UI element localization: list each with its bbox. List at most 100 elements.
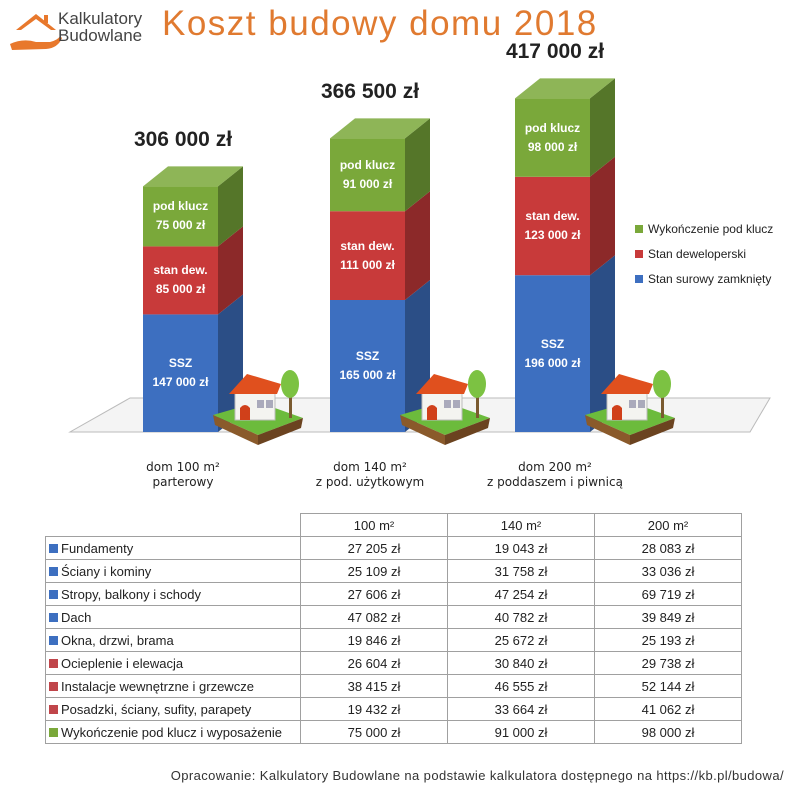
table-cell: 40 782 zł [447, 605, 595, 629]
footer-source: Opracowanie: Kalkulatory Budowlane na po… [170, 768, 784, 783]
row-label-cell: Wykończenie pod klucz i wyposażenie [45, 720, 301, 744]
row-label-cell: Dach [45, 605, 301, 629]
table-row: Fundamenty 27 205 zł 19 043 zł 28 083 zł [45, 536, 742, 560]
table-row: Ocieplenie i elewacja 26 604 zł 30 840 zł 2… [45, 651, 742, 675]
row-label-cell: Ocieplenie i elewacja [45, 651, 301, 675]
legend-item-developer: Stan deweloperski [635, 241, 773, 266]
segment-name: pod klucz [152, 199, 209, 214]
table-cell: 38 415 zł [300, 674, 448, 698]
table-row: Instalacje wewnętrzne i grzewcze 38 415 z… [45, 674, 742, 698]
category-line2: parterowy [152, 475, 214, 489]
table-cell: 98 000 zł [594, 720, 742, 744]
segment-label: stan dew. 123 000 zł [515, 207, 590, 245]
bar-side [218, 226, 243, 315]
bar-top [515, 78, 615, 99]
segment-value: 111 000 zł [340, 257, 395, 272]
category-label: dom 100 m² parterowy [83, 460, 283, 490]
bar-top [143, 166, 243, 187]
table-cell: 69 719 zł [594, 582, 742, 606]
bar-front [143, 246, 218, 315]
segment-label: SSZ 196 000 zł [515, 335, 590, 373]
logo-line1: Kalkulatory [58, 9, 143, 28]
bar-front [330, 300, 405, 432]
segment-value: 196 000 zł [524, 355, 581, 370]
row-label: Instalacje wewnętrzne i grzewcze [61, 678, 254, 694]
segment-name: stan dew. [525, 209, 580, 223]
category-line2: z pod. użytkowym [315, 475, 425, 489]
segment-value: 91 000 zł [342, 176, 393, 191]
table-cell: 91 000 zł [447, 720, 595, 744]
bar-front [515, 98, 590, 177]
segment-value: 98 000 zł [527, 139, 578, 154]
logo-house-hand-icon [10, 14, 62, 50]
table-cell: 52 144 zł [594, 674, 742, 698]
table-cell: 27 205 zł [300, 536, 448, 560]
bar-front [143, 186, 218, 247]
table-row: Dach 47 082 zł 40 782 zł 39 849 zł [45, 605, 742, 629]
table-cell: 39 849 zł [594, 605, 742, 629]
table-cell: 46 555 zł [447, 674, 595, 698]
segment-label: SSZ 147 000 zł [143, 354, 218, 392]
row-label-cell: Fundamenty [45, 536, 301, 560]
segment-label: pod klucz 98 000 zł [515, 119, 590, 157]
house-icon [400, 370, 490, 445]
row-label: Stropy, balkony i schody [61, 586, 201, 602]
category-color-square [49, 704, 58, 714]
segment-value: 75 000 zł [155, 218, 206, 233]
bar-side [218, 166, 243, 247]
bar-side [590, 78, 615, 177]
category-color-square [49, 566, 58, 576]
table-cell: 31 758 zł [447, 559, 595, 583]
column-header: 140 m² [447, 513, 595, 537]
table-cell: 25 193 zł [594, 628, 742, 652]
legend-swatch [635, 274, 643, 283]
table-cell: 33 664 zł [447, 697, 595, 721]
table-row: Okna, drzwi, brama 19 846 zł 25 672 zł 25 1… [45, 628, 742, 652]
segment-name: pod klucz [524, 120, 581, 135]
row-label: Ocieplenie i elewacja [61, 655, 184, 671]
segment-name: SSZ [168, 356, 193, 371]
table-cell: 19 846 zł [300, 628, 448, 652]
segment-value: 123 000 zł [524, 228, 581, 242]
segment-label: pod klucz 75 000 zł [143, 197, 218, 235]
segment-name: stan dew. [153, 263, 208, 278]
bar-segment [330, 118, 430, 212]
segment-name: SSZ [540, 336, 565, 351]
row-label-cell: Instalacje wewnętrzne i grzewcze [45, 674, 301, 698]
row-label: Fundamenty [61, 540, 134, 556]
logo-line2: Budowlane [58, 26, 143, 45]
logo-text: Kalkulatory Budowlane [58, 10, 142, 44]
bar-segment [330, 280, 430, 432]
bar-front [330, 211, 405, 300]
row-label: Wykończenie pod klucz i wyposażenie [61, 724, 282, 740]
table-header-row: 100 m² 140 m² 200 m² [46, 513, 742, 537]
row-label: Dach [61, 609, 92, 625]
category-line1: dom 140 m² [333, 460, 407, 474]
table-cell: 75 000 zł [300, 720, 448, 744]
bar-side [405, 191, 430, 300]
table-cell: 26 604 zł [300, 651, 448, 675]
segment-label: pod klucz 91 000 zł [330, 156, 405, 194]
row-label-cell: Posadzki, ściany, sufity, parapety [45, 697, 301, 721]
house-icon [585, 370, 675, 445]
bar-segment [330, 191, 430, 300]
bar-front [330, 138, 405, 212]
table-cell: 19 432 zł [300, 697, 448, 721]
bar-top [330, 118, 430, 139]
legend-swatch [635, 224, 643, 233]
table-cell: 47 254 zł [447, 582, 595, 606]
stacked-bar-chart [68, 78, 771, 445]
segment-value: 165 000 zł [339, 368, 396, 382]
bar-total-label: 306 000 zł [133, 128, 233, 152]
category-color-square [49, 658, 58, 668]
legend-label: Wykończenie pod klucz [648, 221, 774, 236]
segment-name: stan dew. [340, 238, 395, 253]
legend-label: Stan surowy zamknięty [648, 271, 772, 286]
column-header: 100 m² [300, 513, 448, 537]
page-title: Koszt budowy domu 2018 [162, 4, 598, 43]
bar-total-label: 417 000 zł [505, 40, 605, 64]
bar-front [143, 314, 218, 432]
table-cell: 27 606 zł [300, 582, 448, 606]
legend-item-shell: Stan surowy zamknięty [635, 266, 773, 291]
